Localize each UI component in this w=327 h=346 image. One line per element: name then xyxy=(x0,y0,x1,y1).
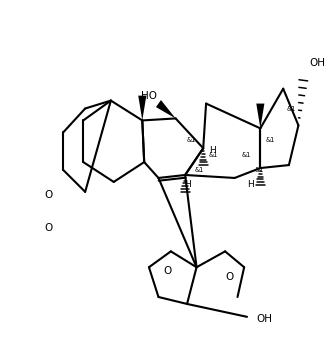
Text: H: H xyxy=(248,180,254,189)
Text: O: O xyxy=(45,190,53,200)
Text: O: O xyxy=(164,266,172,276)
Polygon shape xyxy=(156,100,176,118)
Text: H: H xyxy=(185,180,191,189)
Text: OH: OH xyxy=(257,314,272,324)
Text: HO: HO xyxy=(141,91,157,101)
Text: &1: &1 xyxy=(287,106,296,111)
Polygon shape xyxy=(138,95,146,120)
Text: OH: OH xyxy=(309,58,325,68)
Text: H: H xyxy=(209,146,216,155)
Text: &1: &1 xyxy=(255,167,264,173)
Text: O: O xyxy=(226,272,234,282)
Text: &1: &1 xyxy=(209,152,218,158)
Text: &1: &1 xyxy=(195,167,204,173)
Text: &1: &1 xyxy=(241,152,250,158)
Text: &1: &1 xyxy=(266,137,275,143)
Polygon shape xyxy=(256,103,265,128)
Text: O: O xyxy=(45,222,53,233)
Text: &1: &1 xyxy=(187,137,196,143)
